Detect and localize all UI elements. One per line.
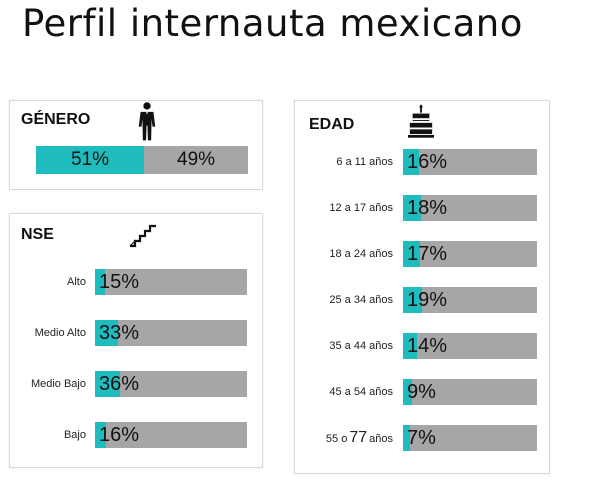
edad-bar-track: 7% [403,425,537,451]
edad-bar-track: 19% [403,287,537,313]
edad-bar-track: 14% [403,333,537,359]
genero-panel: GÉNERO 51% 49% [9,100,263,190]
nse-bar-track: 36% [95,371,247,397]
edad-bar-fill [403,149,419,175]
genero-label-male: 49% [177,149,216,170]
nse-panel: NSE Alto 15% Medio Alto 33% Medio Bajo 36% Baj… [9,213,263,468]
nse-row-label: Bajo [63,429,86,441]
nse-value-label: 36% [99,373,140,395]
edad-bar-fill [403,425,410,451]
nse-bar-fill [95,371,120,397]
edad-row-label: 12 a 17 años [329,202,393,214]
edad-row-label-part: 77 [349,429,368,446]
edad-bar-track: 17% [403,241,537,267]
edad-row-label-part: 55 o [325,433,348,445]
edad-bar-fill [403,287,422,313]
nse-row-label: Alto [67,276,86,288]
edad-value-label: 19% [407,289,448,311]
edad-value-label: 14% [407,335,448,357]
edad-bar-fill [403,379,412,405]
edad-value-label: 9% [407,381,436,403]
edad-bar-fill [403,333,417,359]
nse-row-label: Medio Alto [34,327,86,339]
nse-value-label: 33% [99,322,140,344]
edad-row-label-part: años [369,433,393,445]
stairs-icon [129,224,156,248]
nse-bar-fill [95,422,107,448]
nse-value-label: 15% [99,271,140,293]
nse-bar-track: 33% [95,320,247,346]
nse-bar-track: 15% [95,269,247,295]
edad-row-label: 55 o 77 años [295,425,393,452]
edad-row-label: 35 a 44 años [329,340,393,352]
nse-bar-fill [95,320,118,346]
nse-title: NSE [21,226,54,243]
edad-row-label: 18 a 24 años [329,248,393,260]
edad-row-label: 45 a 54 años [329,386,393,398]
page-title: Perfil internauta mexicano [22,2,523,45]
edad-bar-fill [403,241,420,267]
edad-bar-fill [403,195,421,221]
nse-value-label: 16% [99,424,140,446]
edad-value-label: 18% [407,197,448,219]
edad-value-label: 7% [407,427,436,449]
genero-bar-female: 51% [36,146,145,174]
genero-bar-male: 49% [144,146,248,174]
edad-value-label: 16% [407,151,448,173]
edad-bar-track: 9% [403,379,537,405]
nse-row-label: Medio Bajo [30,378,86,390]
edad-row-label: 25 a 34 años [329,294,393,306]
nse-bar-fill [95,269,106,295]
person-icon [138,102,156,141]
edad-bar-track: 18% [403,195,537,221]
edad-bar-track: 16% [403,149,537,175]
genero-title: GÉNERO [21,111,91,128]
edad-row-label: 6 a 11 años [336,156,393,168]
cake-icon [408,104,434,138]
edad-panel: EDAD 6 a 11 años 16% 12 a 17 años 18% 18 a 2… [294,100,550,474]
nse-bar-track: 16% [95,422,247,448]
edad-title: EDAD [309,116,355,133]
genero-label-female: 51% [71,149,110,170]
edad-value-label: 17% [407,243,448,265]
